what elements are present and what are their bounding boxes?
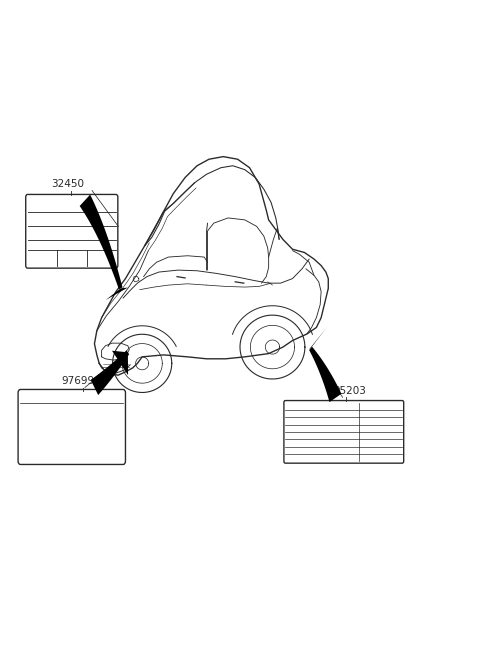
Text: 05203: 05203 (333, 386, 366, 396)
Polygon shape (309, 328, 326, 350)
Text: 97699A: 97699A (61, 376, 101, 386)
Polygon shape (91, 350, 129, 395)
Text: 32450: 32450 (51, 179, 84, 189)
Polygon shape (309, 346, 341, 402)
Polygon shape (112, 350, 128, 375)
Polygon shape (80, 195, 122, 290)
Polygon shape (106, 288, 128, 300)
